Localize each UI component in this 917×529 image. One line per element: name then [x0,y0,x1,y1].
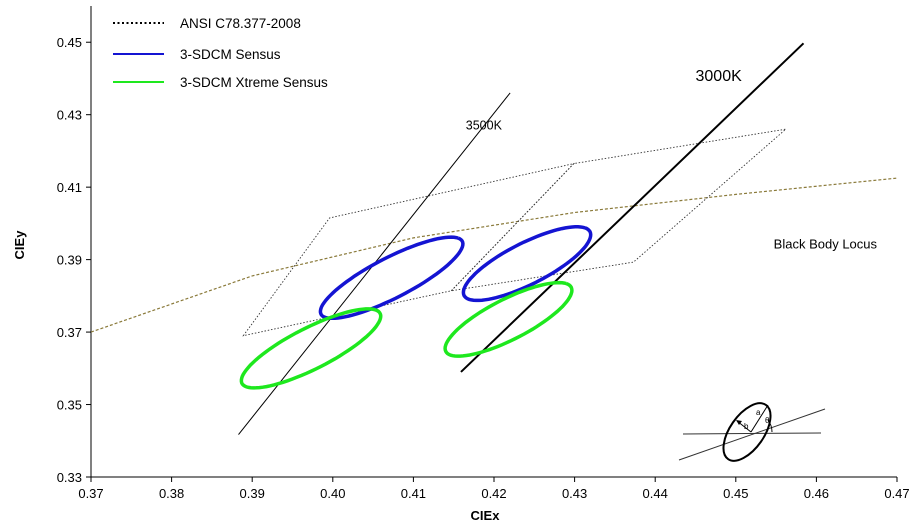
y-tick-label: 0.33 [57,470,82,485]
y-tick-label: 0.37 [57,325,82,340]
cct-lines-layer [238,42,805,435]
x-tick-label: 0.47 [884,486,909,501]
inset-label-theta: θ [765,416,770,425]
x-tick-label: 0.40 [320,486,345,501]
annotation-3500k: 3500K [466,119,503,133]
black-body-locus-layer [91,177,897,333]
y-tick-label: 0.43 [57,108,82,123]
y-tick-label: 0.35 [57,398,82,413]
legend-label-sensus: 3-SDCM Sensus [180,47,281,62]
x-tick-label: 0.42 [481,486,506,501]
y-tick-label: 0.39 [57,253,82,268]
y-tick-label: 0.41 [57,180,82,195]
black-body-locus-line [91,177,897,333]
ellipse-parameters-inset: a b θ [678,402,826,462]
inset-angle-arc [767,419,773,433]
inset-ellipse [722,402,772,462]
cct-line-3000k [460,42,805,373]
y-axis-ticks: 0.33 0.35 0.37 0.39 0.41 0.43 0.45 [57,35,91,485]
x-tick-label: 0.45 [723,486,748,501]
x-tick-label: 0.39 [240,486,265,501]
x-tick-label: 0.38 [159,486,184,501]
inset-arrowhead-b [736,420,742,425]
y-tick-label: 0.45 [57,35,82,50]
x-tick-label: 0.43 [562,486,587,501]
ellipse-3-sdcm-xtreme-sensus-3000k [443,280,574,358]
ellipse-3-sdcm-sensus-3500k [318,235,465,321]
inset-horizontal-line [682,432,822,435]
inset-sloped-line [678,408,826,461]
x-axis-ticks: 0.37 0.38 0.39 0.40 0.41 0.42 0.43 0.44 0.45 0.46… [78,477,910,501]
inset-label-a: a [756,408,761,417]
inset-axis-a-arrow [750,404,769,433]
x-tick-label: 0.37 [78,486,103,501]
x-tick-label: 0.41 [401,486,426,501]
annotation-black-body-locus: Black Body Locus [774,237,878,252]
ellipse-3-sdcm-xtreme-sensus-3500k [239,307,383,390]
y-axis-title: CIEy [12,230,27,260]
legend: ANSI C78.377-2008 3-SDCM Sensus 3-SDCM X… [113,16,328,90]
x-tick-label: 0.46 [804,486,829,501]
x-axis-title: CIEx [471,508,501,523]
annotation-3000k: 3000K [696,68,743,85]
ellipse-3-sdcm-sensus-3000k [461,225,593,303]
inset-label-b: b [744,422,749,431]
legend-label-ansi: ANSI C78.377-2008 [180,16,301,31]
x-tick-label: 0.44 [643,486,668,501]
legend-label-xtreme: 3-SDCM Xtreme Sensus [180,75,328,90]
ellipses-layer [239,225,593,390]
annotations-layer: 3500K 3000K Black Body Locus [466,68,878,252]
ansi-quadrangle-3000k [450,128,788,292]
plot-area [91,42,897,435]
